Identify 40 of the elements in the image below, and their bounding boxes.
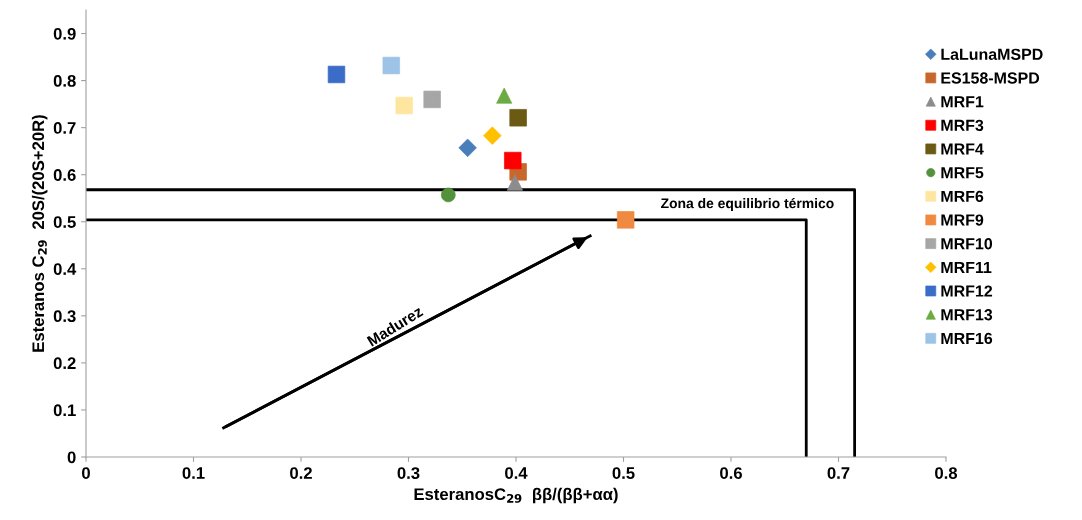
y-tick-label: 0.9 xyxy=(53,27,76,40)
y-tick-label: 0.3 xyxy=(53,310,76,323)
y-tick-label: 0.5 xyxy=(53,216,76,228)
legend-label: MRF1 xyxy=(941,96,984,108)
y-tick-label: 0 xyxy=(67,451,76,464)
legend-label: LaLunaMSPD xyxy=(941,48,1043,60)
legend-label: MRF9 xyxy=(941,214,984,226)
y-tick-label: 0.4 xyxy=(53,263,77,275)
y-tick-label: 0.6 xyxy=(53,169,76,181)
legend-label: MRF3 xyxy=(941,119,984,132)
annotation: Zona de equilibrio térmico xyxy=(660,197,834,211)
legend-label: MRF11 xyxy=(941,261,992,273)
point xyxy=(509,109,527,127)
point xyxy=(382,56,400,75)
legend-label: ES158-MSPD xyxy=(941,72,1040,84)
y-tick-label: 0.8 xyxy=(53,74,76,87)
y-tick-label: 0.2 xyxy=(53,357,76,370)
y-tick-label: 0.7 xyxy=(53,122,76,134)
legend-label: MRF13 xyxy=(941,309,993,321)
legend-label: MRF16 xyxy=(941,332,993,345)
x-tick-label: 0.2 xyxy=(290,467,312,479)
x-tick-label: 0 xyxy=(82,467,90,479)
x-tick-label: 0.5 xyxy=(612,467,635,479)
x-tick-label: 0.8 xyxy=(935,467,958,479)
y-tick-label: 0.1 xyxy=(53,404,76,417)
y-axis-title: Esteranos C$_{29}$ 20S/(20S+20R) xyxy=(31,115,48,352)
x-tick-label: 0.1 xyxy=(182,467,205,479)
x-tick-label: 0.4 xyxy=(505,467,528,479)
point xyxy=(458,138,477,158)
x-tick-label: 0.3 xyxy=(397,467,420,479)
legend-label: MRF4 xyxy=(941,143,984,155)
point xyxy=(327,65,346,84)
x-axis-title: EsteranosC$_{29}$ ββ/(ββ+αα) xyxy=(414,487,618,504)
x-tick-label: 0.7 xyxy=(827,467,850,479)
legend-label: MRF5 xyxy=(941,167,984,179)
x-tick-label: 0.6 xyxy=(720,467,742,479)
legend-label: MRF6 xyxy=(941,190,984,203)
point xyxy=(504,151,522,170)
legend-label: MRF10 xyxy=(941,238,993,250)
legend-label: MRF12 xyxy=(941,285,993,297)
